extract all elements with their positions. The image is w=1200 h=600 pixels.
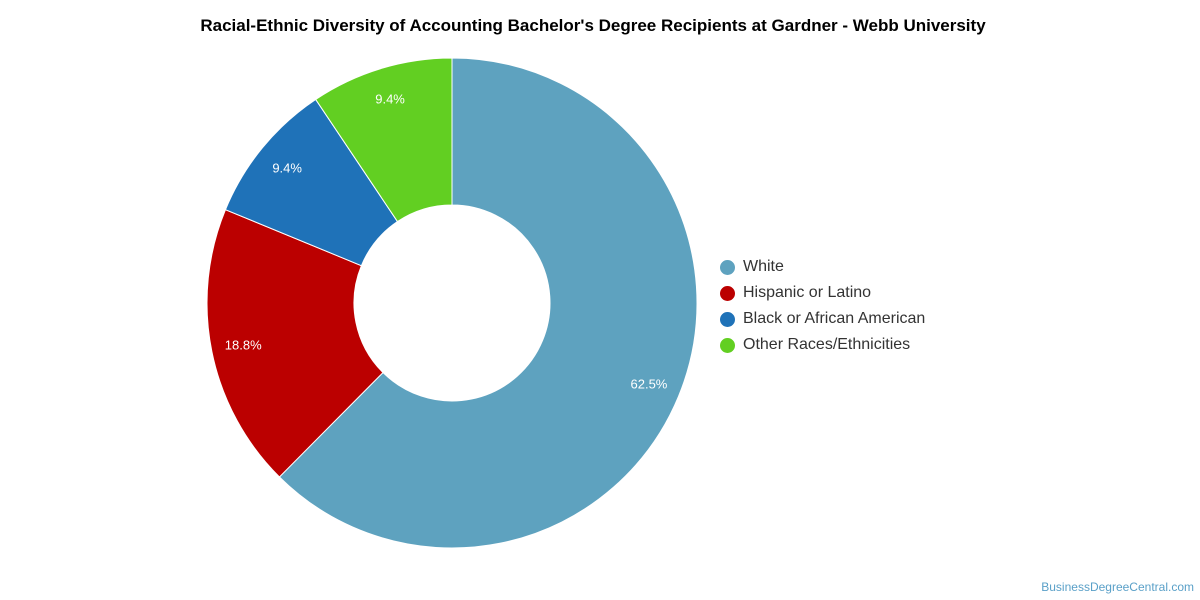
legend-item-other-races-ethnicities[interactable]: Other Races/Ethnicities	[720, 332, 925, 358]
legend: White Hispanic or Latino Black or African …	[720, 254, 925, 358]
legend-swatch-other-races-ethnicities	[720, 337, 735, 353]
legend-label-other-races-ethnicities: Other Races/Ethnicities	[743, 336, 911, 353]
slice-label-black-or-african-american: 9.4%	[272, 161, 302, 176]
legend-item-white[interactable]: White	[720, 254, 925, 280]
slice-white[interactable]	[278, 57, 698, 549]
legend-item-hispanic-or-latino[interactable]: Hispanic or Latino	[720, 280, 925, 306]
slice-label-white: 62.5%	[631, 377, 668, 392]
slice-other-races-ethnicities[interactable]	[314, 57, 453, 223]
legend-label-black-or-african-american: Black or African American	[743, 310, 926, 327]
legend-swatch-hispanic-or-latino	[720, 285, 735, 301]
slice-label-other-races-ethnicities: 9.4%	[375, 92, 405, 107]
legend-label-hispanic-or-latino: Hispanic or Latino	[743, 284, 872, 301]
slice-label-group: 62.5% 18.8% 9.4% 9.4%	[225, 92, 668, 392]
legend-item-black-or-african-american[interactable]: Black or African American	[720, 306, 925, 332]
legend-swatch-black-or-african-american	[720, 311, 735, 327]
source-credit[interactable]: BusinessDegreeCentral.com	[1041, 580, 1194, 594]
slice-label-hispanic-or-latino: 18.8%	[225, 338, 262, 353]
slice-group	[206, 57, 698, 549]
slice-hispanic-or-latino[interactable]	[206, 209, 384, 478]
legend-swatch-white	[720, 259, 735, 275]
legend-label-white: White	[743, 258, 784, 275]
chart-title: Racial-Ethnic Diversity of Accounting Ba…	[200, 16, 986, 35]
